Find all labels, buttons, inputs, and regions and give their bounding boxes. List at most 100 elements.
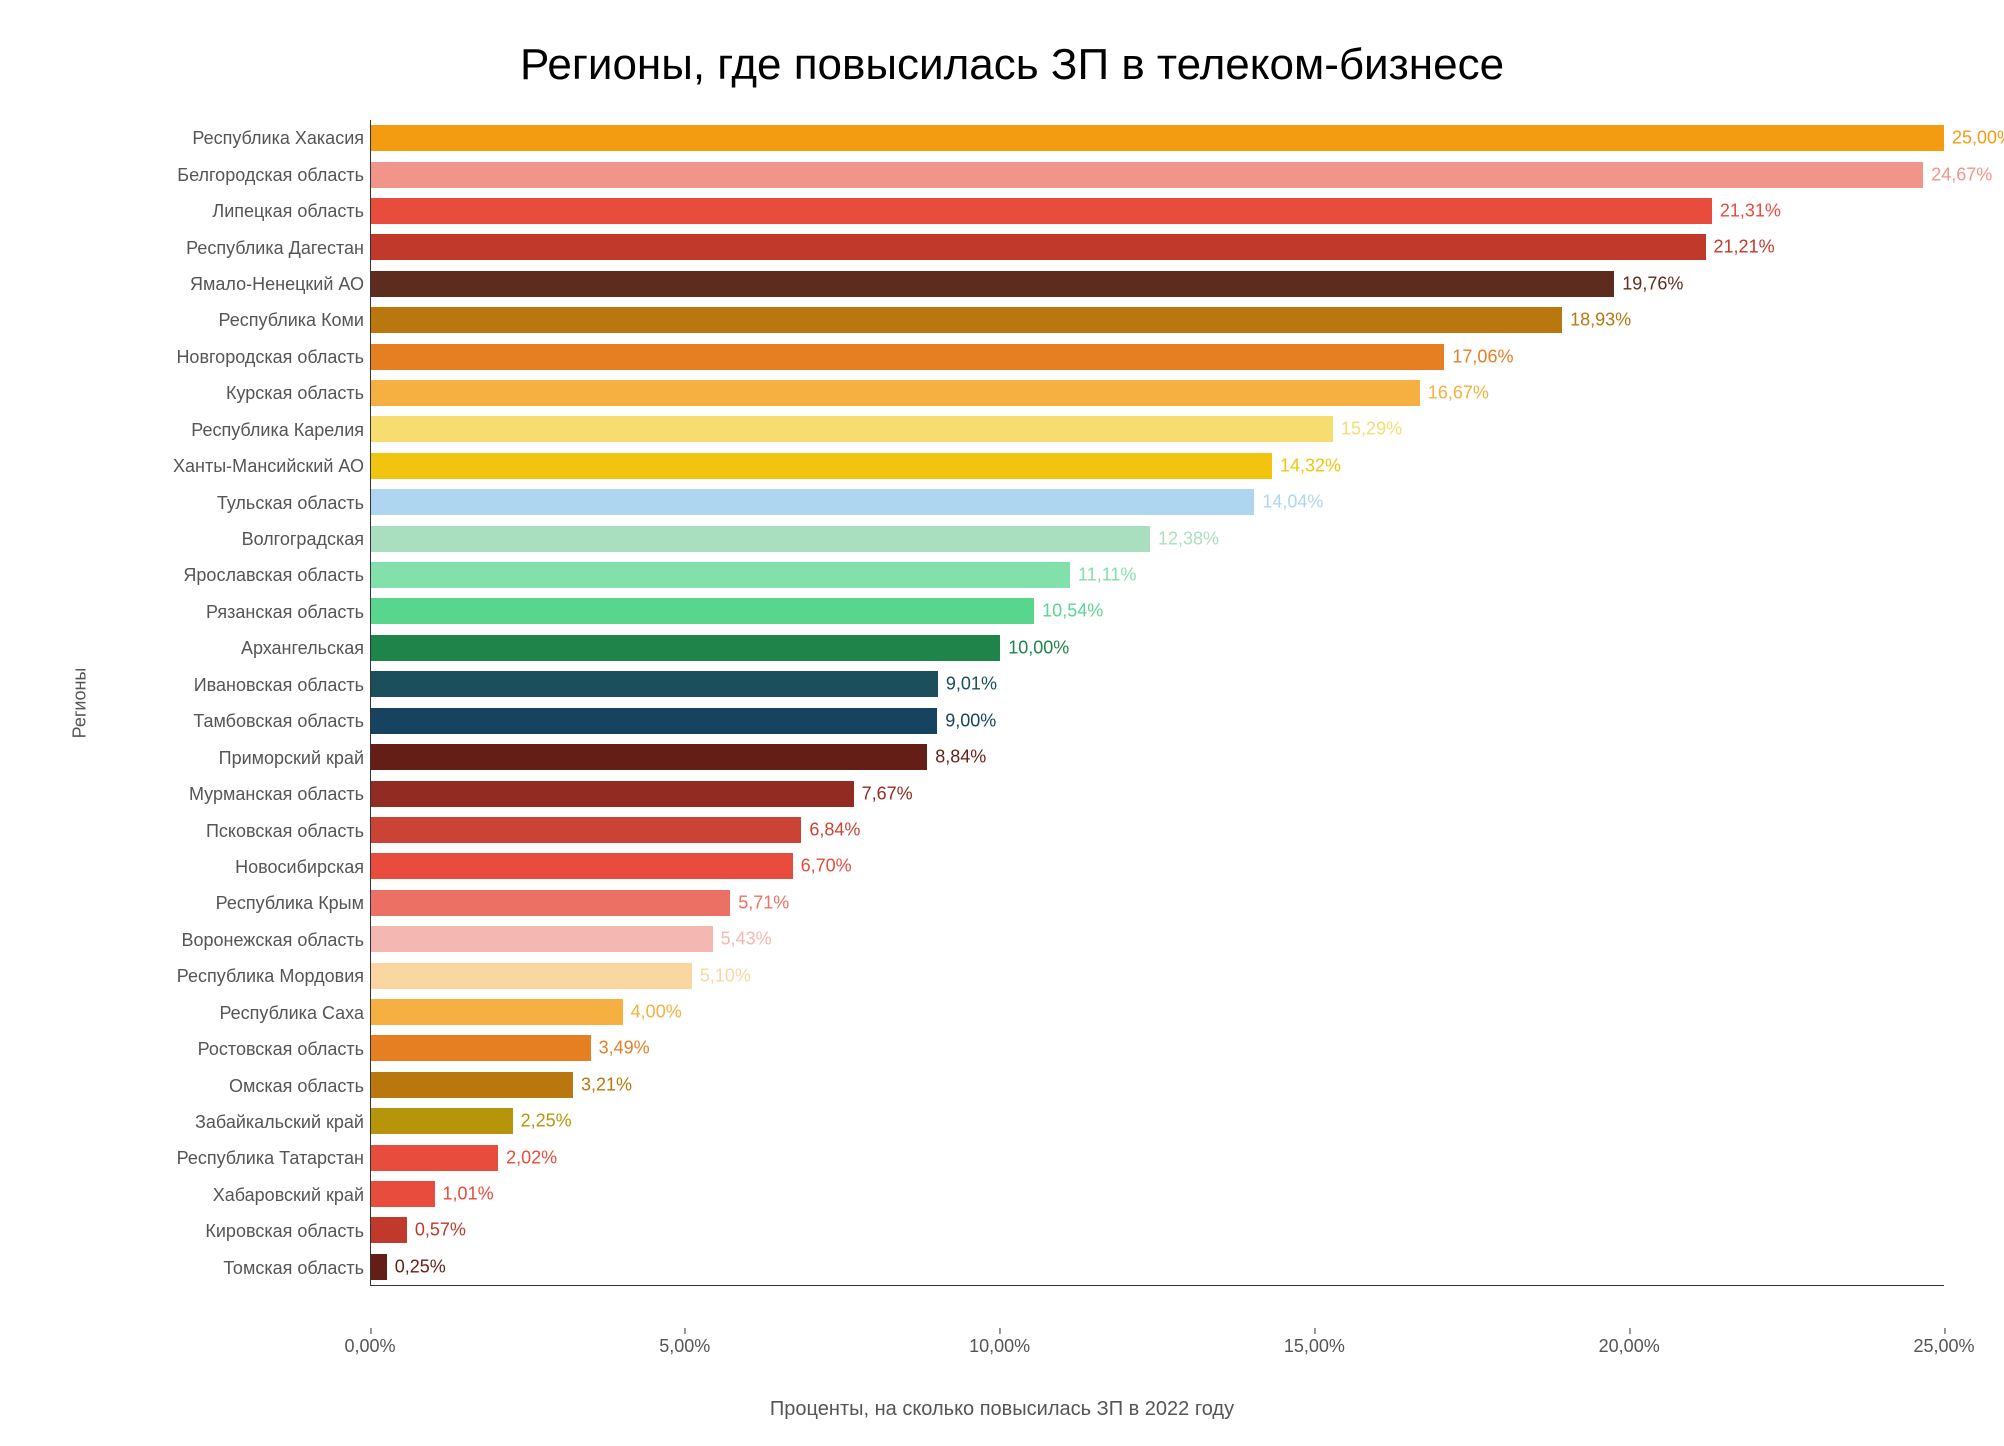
bar-row: 9,01% — [371, 671, 1944, 697]
bar: 14,04% — [371, 489, 1254, 515]
x-tick: 15,00% — [1284, 1336, 1345, 1357]
y-category-label: Ямало-Ненецкий АО — [120, 275, 364, 293]
bar-value-label: 24,67% — [1923, 164, 1992, 185]
bar: 24,67% — [371, 162, 1923, 188]
x-tick: 10,00% — [969, 1336, 1030, 1357]
bar: 7,67% — [371, 781, 854, 807]
x-axis-label: Проценты, на сколько повысилась ЗП в 202… — [0, 1398, 2004, 1421]
y-category-label: Хабаровский край — [120, 1186, 364, 1204]
bar-row: 2,25% — [371, 1108, 1944, 1134]
bar: 2,02% — [371, 1145, 498, 1171]
bar-value-label: 16,67% — [1420, 383, 1489, 404]
y-category-label: Курская область — [120, 384, 364, 402]
bar-row: 11,11% — [371, 562, 1944, 588]
bar-row: 21,31% — [371, 198, 1944, 224]
bar-row: 5,43% — [371, 926, 1944, 952]
y-category-label: Забайкальский край — [120, 1113, 364, 1131]
bar-row: 10,00% — [371, 635, 1944, 661]
bar-row: 18,93% — [371, 307, 1944, 333]
bar: 1,01% — [371, 1181, 435, 1207]
bar-value-label: 10,54% — [1034, 601, 1103, 622]
bar-row: 4,00% — [371, 999, 1944, 1025]
chart-title: Регионы, где повысилась ЗП в телеком-биз… — [80, 40, 1944, 90]
y-category-label: Тамбовская область — [120, 712, 364, 730]
y-category-label: Мурманская область — [120, 785, 364, 803]
bar: 10,54% — [371, 598, 1034, 624]
bar: 9,01% — [371, 671, 938, 697]
bar: 11,11% — [371, 562, 1070, 588]
bar: 6,84% — [371, 817, 801, 843]
bar-row: 16,67% — [371, 380, 1944, 406]
bar-value-label: 4,00% — [623, 1001, 682, 1022]
bar-value-label: 14,04% — [1254, 492, 1323, 513]
bar-row: 0,57% — [371, 1217, 1944, 1243]
bar: 10,00% — [371, 635, 1000, 661]
bar-value-label: 5,71% — [730, 892, 789, 913]
bar: 21,31% — [371, 198, 1712, 224]
bar-row: 17,06% — [371, 344, 1944, 370]
bar-row: 21,21% — [371, 234, 1944, 260]
bar: 6,70% — [371, 853, 793, 879]
y-category-label: Республика Саха — [120, 1004, 364, 1022]
bar-value-label: 0,25% — [387, 1256, 446, 1277]
y-category-labels: Республика ХакасияБелгородская областьЛи… — [120, 120, 370, 1286]
x-tick: 5,00% — [659, 1336, 710, 1357]
bar-value-label: 6,70% — [793, 856, 852, 877]
y-category-label: Томская область — [120, 1259, 364, 1277]
y-category-label: Тульская область — [120, 494, 364, 512]
bar-value-label: 2,02% — [498, 1147, 557, 1168]
bar-row: 19,76% — [371, 271, 1944, 297]
x-tick: 25,00% — [1913, 1336, 1974, 1357]
bar-row: 25,00% — [371, 125, 1944, 151]
bar: 0,25% — [371, 1254, 387, 1280]
x-tick: 20,00% — [1599, 1336, 1660, 1357]
bar-value-label: 5,43% — [713, 929, 772, 950]
y-category-label: Республика Мордовия — [120, 967, 364, 985]
bar: 9,00% — [371, 708, 937, 734]
bar-row: 14,04% — [371, 489, 1944, 515]
y-category-label: Ростовская область — [120, 1040, 364, 1058]
bar-value-label: 15,29% — [1333, 419, 1402, 440]
y-category-label: Волгоградская — [120, 530, 364, 548]
y-axis-label-wrap: Регионы — [80, 120, 120, 1286]
bars-inner: 25,00% 24,67% 21,31% 21,21% 19,76% 18,93% 17,0… — [371, 120, 1944, 1285]
bar: 12,38% — [371, 526, 1150, 552]
bar-row: 7,67% — [371, 781, 1944, 807]
bar-row: 3,21% — [371, 1072, 1944, 1098]
y-category-label: Воронежская область — [120, 931, 364, 949]
y-category-label: Ханты-Мансийский АО — [120, 457, 364, 475]
bar: 17,06% — [371, 344, 1444, 370]
bar-value-label: 25,00% — [1944, 128, 2004, 149]
y-category-label: Псковская область — [120, 822, 364, 840]
bar-row: 6,84% — [371, 817, 1944, 843]
bar-value-label: 21,31% — [1712, 201, 1781, 222]
bar: 21,21% — [371, 234, 1706, 260]
bar: 18,93% — [371, 307, 1562, 333]
bar: 4,00% — [371, 999, 623, 1025]
bar: 15,29% — [371, 416, 1333, 442]
bar-value-label: 2,25% — [513, 1111, 572, 1132]
bar: 5,71% — [371, 890, 730, 916]
y-category-label: Новосибирская — [120, 858, 364, 876]
bar-value-label: 1,01% — [435, 1183, 494, 1204]
y-category-label: Республика Карелия — [120, 421, 364, 439]
bar-row: 1,01% — [371, 1181, 1944, 1207]
bar-value-label: 0,57% — [407, 1220, 466, 1241]
bar-value-label: 9,00% — [937, 710, 996, 731]
bar: 3,49% — [371, 1035, 591, 1061]
bar: 19,76% — [371, 271, 1614, 297]
x-axis: 0,00%5,00%10,00%15,00%20,00%25,00% — [370, 1336, 1944, 1376]
y-category-label: Омская область — [120, 1077, 364, 1095]
bar-row: 14,32% — [371, 453, 1944, 479]
bar-value-label: 18,93% — [1562, 310, 1631, 331]
bar-row: 2,02% — [371, 1145, 1944, 1171]
bar: 3,21% — [371, 1072, 573, 1098]
bar: 0,57% — [371, 1217, 407, 1243]
y-category-label: Рязанская область — [120, 603, 364, 621]
y-category-label: Ярославская область — [120, 566, 364, 584]
bar-value-label: 19,76% — [1614, 273, 1683, 294]
bar-value-label: 10,00% — [1000, 637, 1069, 658]
bar-value-label: 12,38% — [1150, 528, 1219, 549]
y-category-label: Кировская область — [120, 1222, 364, 1240]
y-category-label: Новгородская область — [120, 348, 364, 366]
